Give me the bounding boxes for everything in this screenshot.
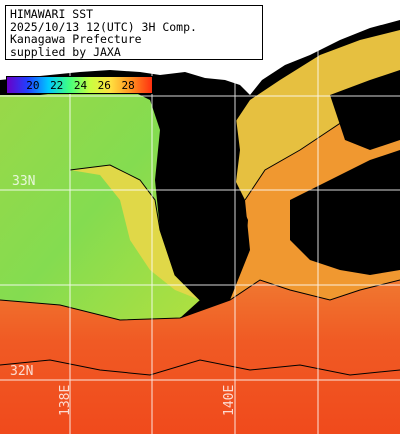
sst-mid-region-north (230, 30, 400, 200)
title-line-3: Kanagawa Prefecture (10, 32, 142, 46)
longitude-label-140e: 140E (222, 384, 237, 416)
sst-contour-3 (244, 94, 400, 201)
title-box: HIMAWARI SST 2025/10/13 12(UTC) 3H Comp.… (5, 5, 263, 60)
colorbar-tick-20: 20 (26, 78, 40, 92)
colorbar-tick-24: 24 (73, 78, 88, 92)
sst-hot-region (0, 280, 400, 434)
longitude-label-138e: 138E (58, 384, 73, 416)
sst-contour-2 (69, 164, 201, 301)
latitude-label-33n: 33N (12, 174, 36, 189)
colorbar-tick-26: 26 (97, 78, 111, 92)
colorbar-tick-22: 22 (50, 78, 64, 92)
cloud-patch-center (160, 100, 248, 295)
sst-mid-tongue (70, 165, 200, 300)
title-line-2: 2025/10/13 12(UTC) 3H Comp. (10, 19, 197, 34)
sst-contour-4 (0, 359, 400, 376)
title-line-4: supplied by JAXA (10, 44, 121, 59)
title-line-1: HIMAWARI SST (10, 7, 94, 21)
colorbar-tick-28: 28 (121, 78, 135, 92)
sst-contour-1 (0, 279, 400, 321)
latitude-label-32n: 32N (10, 364, 34, 379)
sst-colorbar: 20 22 24 26 28 (6, 76, 153, 94)
cloud-patch-ne (330, 70, 400, 150)
